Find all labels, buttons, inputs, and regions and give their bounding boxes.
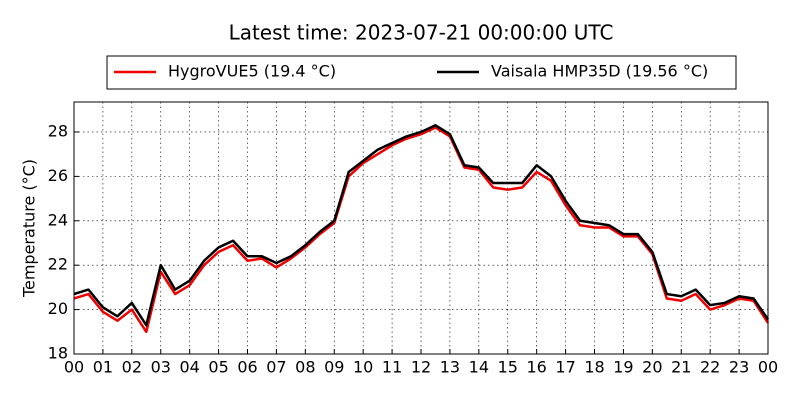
x-tick-label: 22 (700, 358, 720, 377)
x-tick-label: 06 (237, 358, 257, 377)
x-tick-label: 02 (122, 358, 142, 377)
x-tick-label: 15 (498, 358, 518, 377)
x-tick-label: 09 (324, 358, 344, 377)
x-tick-label: 23 (729, 358, 749, 377)
x-tick-label: 19 (613, 358, 633, 377)
x-tick-label: 16 (526, 358, 546, 377)
x-tick-label: 18 (584, 358, 604, 377)
x-tick-label: 05 (208, 358, 228, 377)
y-tick-label: 22 (48, 255, 68, 274)
x-tick-label: 00 (64, 358, 84, 377)
y-tick-label: 18 (48, 344, 68, 363)
x-tick-label: 00 (758, 358, 778, 377)
x-tick-label: 01 (93, 358, 113, 377)
x-tick-label: 07 (266, 358, 286, 377)
x-tick-label: 21 (671, 358, 691, 377)
data-line (73, 124, 770, 327)
x-tick-label: 14 (469, 358, 489, 377)
y-tick-label: 28 (48, 121, 68, 140)
y-tick-label: 20 (48, 299, 68, 318)
legend-label: Vaisala HMP35D (19.56 °C) (491, 62, 708, 81)
chart-title: Latest time: 2023-07-21 00:00:00 UTC (229, 21, 614, 45)
y-axis-label: Temperature (°C) (20, 159, 39, 298)
y-tick-label: 26 (48, 166, 68, 185)
plot-frame (73, 101, 769, 355)
x-tick-label: 20 (642, 358, 662, 377)
x-tick-label: 12 (411, 358, 431, 377)
x-tick-label: 11 (382, 358, 402, 377)
x-tick-label: 03 (151, 358, 171, 377)
x-tick-label: 08 (295, 358, 315, 377)
legend-label: HygroVUE5 (19.4 °C) (168, 62, 336, 81)
x-tick-label: 10 (353, 358, 373, 377)
x-tick-label: 17 (555, 358, 575, 377)
y-tick-label: 24 (48, 210, 68, 229)
x-tick-label: 04 (179, 358, 199, 377)
x-tick-label: 13 (440, 358, 460, 377)
legend-box (106, 55, 737, 90)
